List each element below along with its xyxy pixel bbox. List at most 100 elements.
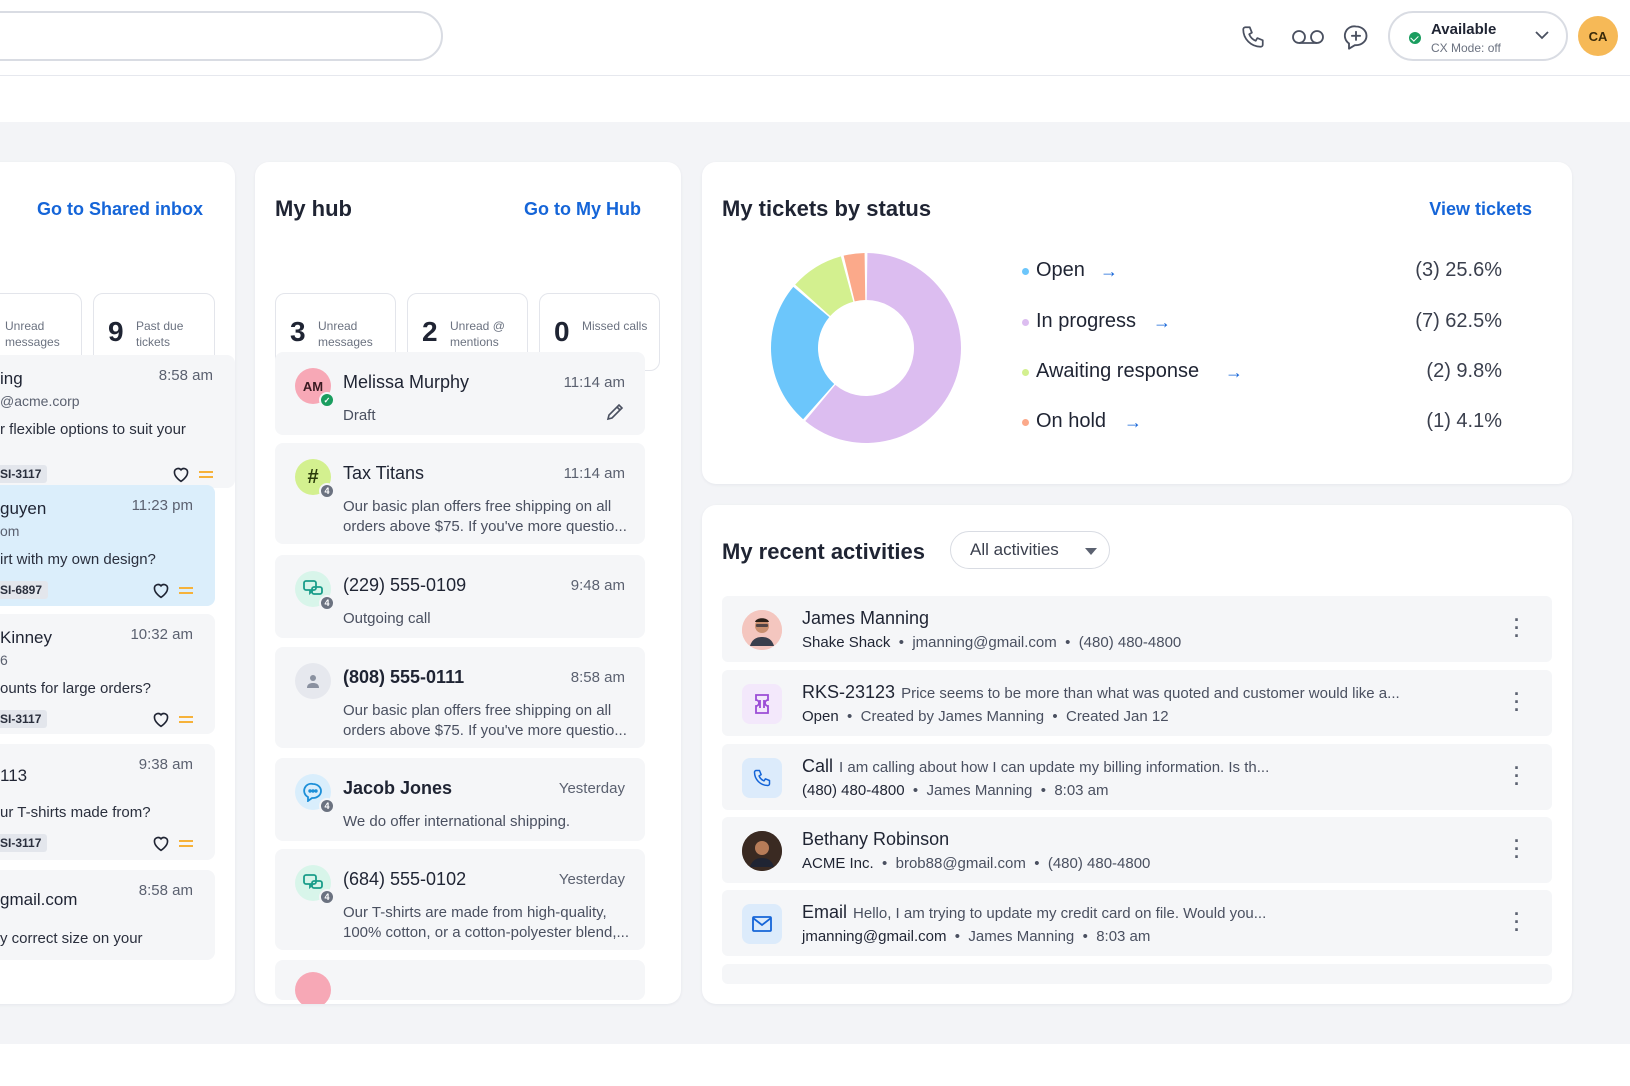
filter-label: All activities (970, 540, 1059, 559)
priority-icon (199, 468, 213, 486)
activity-row-call[interactable]: Call I am calling about how I can update … (722, 744, 1552, 810)
legend-row-on-hold[interactable]: On hold → (1) 4.1% (1022, 408, 1502, 438)
avatar (295, 972, 331, 1004)
conversation-name: (808) 555-0111 (343, 667, 465, 687)
inbox-item[interactable]: Kinney 10:32 am 6 ounts for large orders… (0, 614, 215, 734)
conversation-preview: Our T-shirts are made from high-quality,… (343, 904, 630, 941)
heart-icon[interactable] (151, 710, 171, 733)
stat-value: 3 (290, 316, 306, 347)
arrow-right-icon[interactable]: → (1100, 261, 1118, 281)
go-to-my-hub-link[interactable]: Go to My Hub (524, 199, 641, 219)
call-description: I am calling about how I can update my b… (839, 759, 1270, 776)
tickets-by-status-card: My tickets by status View tickets (702, 162, 1572, 484)
inbox-item[interactable]: 113 9:38 am ur T-shirts made from? SI-31… (0, 744, 215, 860)
call-time: 8:03 am (1054, 782, 1109, 799)
availability-dropdown[interactable]: Available CX Mode: off (1388, 11, 1568, 61)
heart-icon[interactable] (151, 834, 171, 857)
hub-conversation-item[interactable]: # 4 Tax Titans 11:14 am Our basic plan o… (275, 443, 645, 544)
legend-row-in-progress[interactable]: In progress → (7) 62.5% (1022, 308, 1502, 338)
legend-dot (1022, 419, 1029, 426)
conversation-name: (684) 555-0102 (343, 869, 467, 889)
activities-title: My recent activities (722, 539, 925, 564)
conversation-name: Tax Titans (343, 463, 425, 483)
conversation-preview: Outgoing call (343, 610, 431, 627)
activity-phone: (480) 480-4800 (1078, 634, 1182, 651)
activity-row-contact[interactable]: Bethany Robinson ACME Inc. • brob88@gmai… (722, 817, 1552, 883)
legend-row-awaiting-response[interactable]: Awaiting response → (2) 9.8% (1022, 358, 1502, 388)
phone-icon (742, 758, 782, 798)
inbox-item-time: 9:38 am (138, 756, 193, 773)
contact-avatar-photo (742, 610, 782, 650)
activity-title: James Manning (802, 608, 930, 628)
arrow-right-icon[interactable]: → (1225, 362, 1243, 382)
view-tickets-link[interactable]: View tickets (1429, 199, 1532, 219)
legend-dot (1022, 268, 1029, 275)
inbox-item-preview: y correct size on your (0, 930, 143, 947)
hub-conversation-item[interactable]: AM ✓ Melissa Murphy 11:14 am Draft (275, 352, 645, 435)
activity-row-contact[interactable]: James Manning Shake Shack • jmanning@gma… (722, 596, 1552, 662)
stat-label: Past due tickets (136, 319, 184, 349)
stat-label: Missed calls (582, 319, 648, 333)
person-icon (295, 663, 331, 699)
new-message-icon[interactable] (1339, 20, 1373, 54)
more-options-icon[interactable]: · · · (1514, 904, 1520, 940)
inbox-item-name: gmail.com (0, 890, 78, 909)
hub-conversation-item[interactable]: 4 (229) 555-0109 9:48 am Outgoing call (275, 555, 645, 638)
count-badge: 4 (319, 889, 335, 905)
donut-slice-in-progress[interactable] (805, 253, 961, 443)
arrow-right-icon[interactable]: → (1124, 412, 1142, 432)
phone-icon[interactable] (1236, 20, 1270, 54)
inbox-item[interactable]: guyen 11:23 pm om irt with my own design… (0, 485, 215, 606)
more-options-icon[interactable]: · · · (1514, 831, 1520, 867)
arrow-right-icon[interactable]: → (1153, 312, 1171, 332)
ticket-creator: Created by James Manning (860, 708, 1045, 725)
channel-hash-icon: # 4 (295, 459, 335, 499)
heart-icon[interactable] (151, 581, 171, 604)
voicemail-icon[interactable] (1289, 20, 1327, 54)
cx-mode-label: CX Mode: off (1431, 41, 1501, 55)
inbox-item[interactable]: ing 8:58 am @acme.corp r flexible option… (0, 355, 235, 488)
activity-type: Call (802, 756, 834, 776)
conversation-time: 9:48 am (570, 577, 625, 594)
stat-label: Unread messages (318, 319, 373, 349)
count-badge: 4 (319, 798, 335, 814)
conversation-preview: Our basic plan offers free shipping on a… (343, 702, 627, 739)
legend-dot (1022, 319, 1029, 326)
search-input[interactable] (0, 11, 443, 61)
more-options-icon[interactable]: · · · (1514, 684, 1520, 720)
donut-slice-awaiting-response[interactable] (795, 256, 854, 317)
conversation-time: Yesterday (558, 871, 625, 888)
priority-icon (179, 837, 193, 855)
hub-conversation-item[interactable]: (808) 555-0111 8:58 am Our basic plan of… (275, 647, 645, 748)
inbox-item-preview: ounts for large orders? (0, 680, 151, 697)
avatar-initials: AM (302, 378, 324, 394)
activity-row-ticket[interactable]: RKS-23123 Price seems to be more than wha… (722, 670, 1552, 736)
inbox-item[interactable]: gmail.com 8:58 am y correct size on your (0, 870, 215, 960)
stat-value: 9 (108, 316, 124, 347)
email-address: jmanning@gmail.com (802, 928, 947, 945)
edit-pencil-icon[interactable] (605, 402, 625, 427)
ticket-description: Price seems to be more than what was quo… (901, 685, 1400, 702)
inbox-item-preview: irt with my own design? (0, 551, 156, 568)
legend-row-open[interactable]: Open → (3) 25.6% (1022, 257, 1502, 287)
hub-conversation-item[interactable]: 4 Jacob Jones Yesterday We do offer inte… (275, 758, 645, 841)
donut-slice-open[interactable] (771, 286, 835, 420)
user-avatar[interactable]: CA (1578, 16, 1618, 56)
go-to-shared-inbox-link[interactable]: Go to Shared inbox (37, 199, 204, 219)
more-options-icon[interactable]: · · · (1514, 610, 1520, 646)
tickets-title: My tickets by status (722, 196, 932, 221)
inbox-item-time: 10:32 am (130, 626, 193, 643)
hub-conversation-item[interactable] (275, 960, 645, 1004)
heart-icon[interactable] (171, 465, 191, 488)
hub-conversation-item[interactable]: 4 (684) 555-0102 Yesterday Our T-shirts … (275, 849, 645, 950)
stat-value: 2 (422, 316, 438, 347)
donut-slice-on-hold[interactable] (843, 253, 866, 302)
inbox-item-time: 11:23 pm (131, 497, 193, 514)
activity-row-email[interactable]: Email Hello, I am trying to update my cre… (722, 890, 1552, 956)
activities-filter-dropdown[interactable]: All activities (950, 531, 1110, 569)
legend-value: (7) 62.5% (1415, 310, 1502, 332)
activity-row-partial[interactable] (722, 964, 1552, 984)
inbox-item-preview: ur T-shirts made from? (0, 804, 151, 821)
activity-company: ACME Inc. (802, 855, 874, 872)
more-options-icon[interactable]: · · · (1514, 758, 1520, 794)
